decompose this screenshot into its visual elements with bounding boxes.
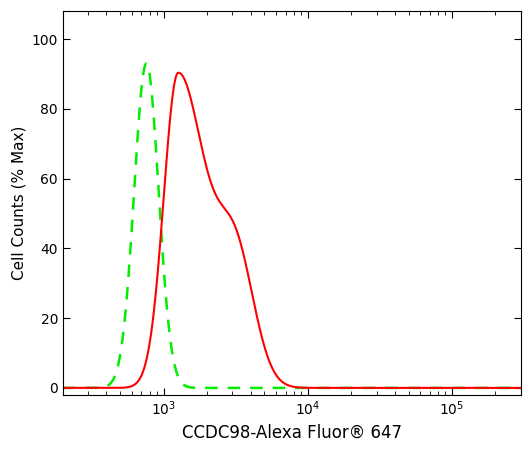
X-axis label: CCDC98-Alexa Fluor® 647: CCDC98-Alexa Fluor® 647 — [182, 424, 402, 442]
Y-axis label: Cell Counts (% Max): Cell Counts (% Max) — [11, 126, 26, 280]
